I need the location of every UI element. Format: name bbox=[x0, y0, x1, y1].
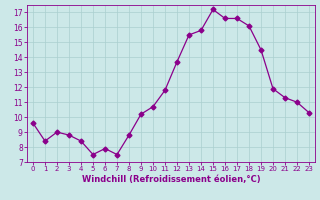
X-axis label: Windchill (Refroidissement éolien,°C): Windchill (Refroidissement éolien,°C) bbox=[82, 175, 260, 184]
